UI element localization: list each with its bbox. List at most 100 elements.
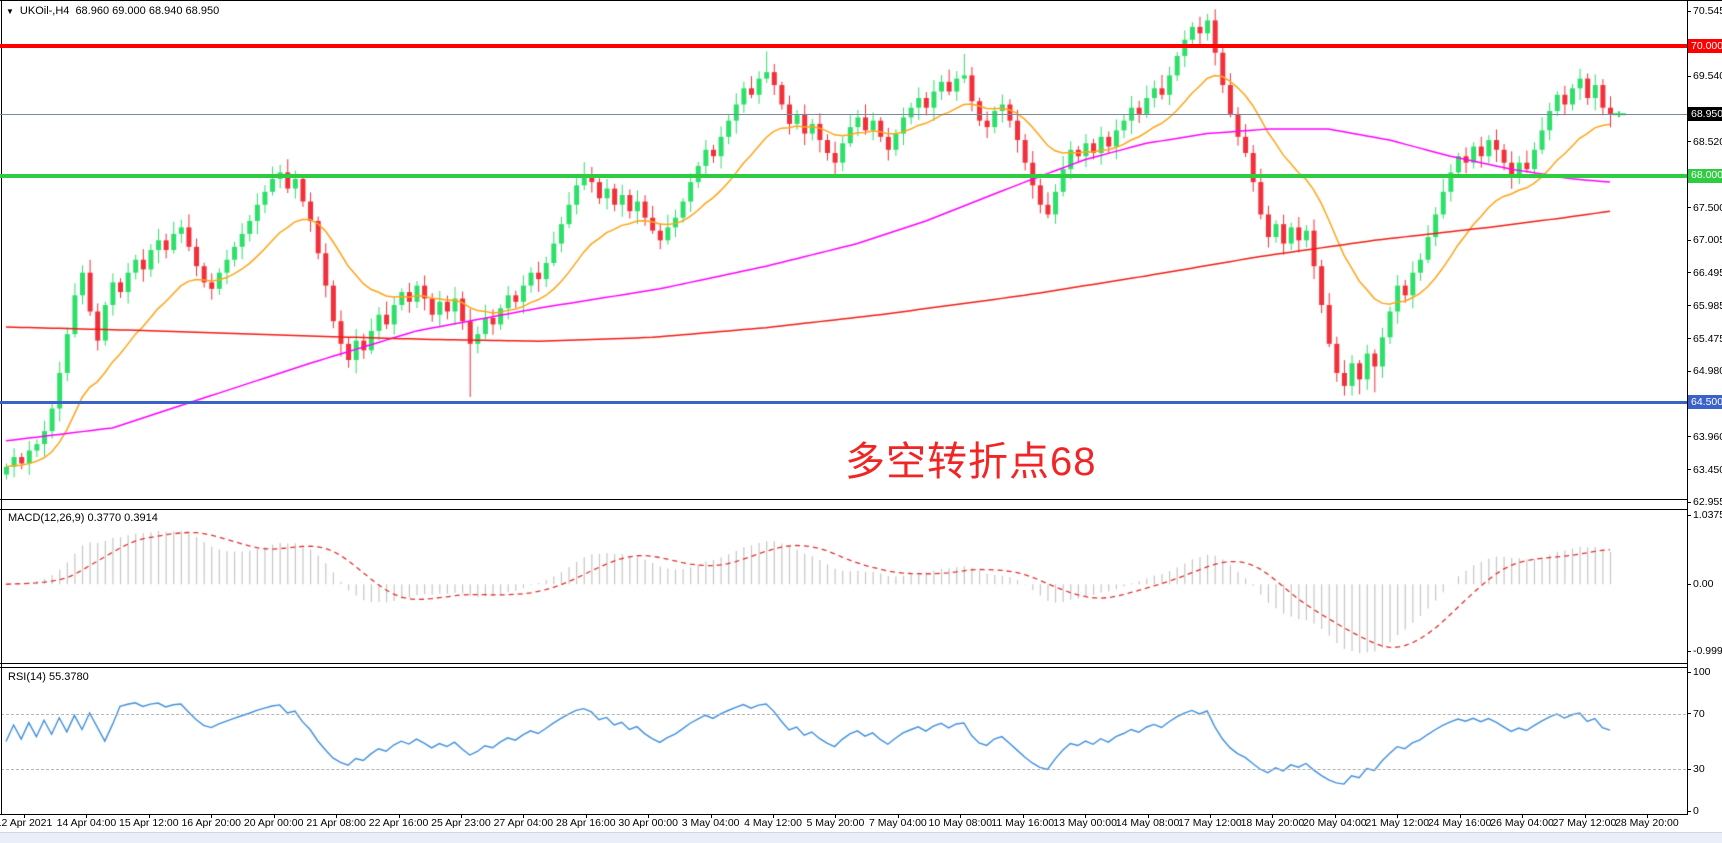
time-axis-tick (461, 814, 462, 818)
time-axis-label: 30 Apr 00:00 (618, 817, 678, 829)
time-axis-tick (1210, 814, 1211, 818)
time-axis-label: 25 Apr 23:00 (431, 817, 491, 829)
time-axis-tick (648, 814, 649, 818)
macd-axis-tick: 0.00 (1687, 578, 1722, 590)
price-badge-64.500: 64.500 (1688, 395, 1722, 410)
time-axis-tick (24, 814, 25, 818)
time-axis-label: 28 Apr 16:00 (555, 817, 616, 829)
price-axis-tick: 65.475 (1687, 333, 1722, 345)
time-axis-label: 5 May 20:00 (806, 817, 865, 829)
time-axis-tick (711, 814, 712, 818)
price-axis-tick: 65.985 (1687, 300, 1722, 312)
time-axis-label: 21 Apr 08:00 (306, 817, 366, 829)
price-axis-tick: 66.495 (1687, 267, 1722, 279)
left-frame-border (1, 1, 2, 815)
annotation-text[interactable]: 多空转折点68 (845, 440, 1097, 484)
resistance-line-70[interactable] (0, 44, 1687, 49)
time-axis-label: 15 Apr 12:00 (119, 817, 179, 829)
chevron-down-icon[interactable]: ▼ (6, 6, 14, 16)
price-axis-tick: 70.545 (1687, 5, 1722, 17)
time-axis-label: 10 May 08:00 (928, 817, 993, 829)
time-axis-tick (1272, 814, 1273, 818)
time-axis-tick (523, 814, 524, 818)
time-axis-label: 16 Apr 20:00 (181, 817, 242, 829)
time-axis-label: 4 May 12:00 (744, 817, 802, 829)
time-axis-tick (960, 814, 961, 818)
time-axis-label: 12 Apr 2021 (0, 817, 53, 829)
price-badge-68.000: 68.000 (1688, 168, 1722, 183)
time-axis-tick (1460, 814, 1461, 818)
rsi-axis-tick: 0 (1687, 805, 1722, 817)
time-axis-tick (86, 814, 87, 818)
symbol-quotes: 68.960 69.000 68.940 68.950 (75, 5, 220, 17)
rsi-axis-tick: 30 (1687, 763, 1722, 775)
time-axis-tick (399, 814, 400, 818)
price-axis-tick: 64.980 (1687, 365, 1722, 377)
time-axis-label: 20 Apr 00:00 (243, 817, 304, 829)
time-axis-label: 28 May 20:00 (1615, 817, 1679, 829)
rsi-axis-tick: 100 (1687, 666, 1722, 678)
price-axis-tick: 67.005 (1687, 234, 1722, 246)
bottom-strip (0, 832, 1722, 843)
current-price-line[interactable] (0, 113, 1687, 115)
time-axis-tick (773, 814, 774, 818)
price-axis-tick: 69.540 (1687, 70, 1722, 82)
symbol-title: UKOil-,H4 (19, 5, 70, 17)
rsi-level-70 (1, 713, 1686, 715)
time-axis-label: 22 Apr 16:00 (368, 817, 429, 829)
time-axis-label: 20 May 04:00 (1302, 817, 1367, 829)
time-axis-label: 27 May 12:00 (1552, 817, 1617, 829)
price-axis-tick: 62.955 (1687, 496, 1722, 508)
time-axis-tick (1397, 814, 1398, 818)
support-line-68[interactable] (0, 173, 1687, 178)
time-axis-label: 3 May 04:00 (681, 817, 740, 829)
time-axis-tick (149, 814, 150, 818)
time-axis-label: 7 May 04:00 (868, 817, 927, 829)
macd-panel-top-border (0, 509, 1687, 510)
symbol-info: ▼ UKOil-,H4 68.960 69.000 68.940 68.950 (6, 5, 219, 17)
time-axis-tick (211, 814, 212, 818)
time-axis-label: 26 May 04:00 (1490, 817, 1554, 829)
time-axis-tick (274, 814, 275, 818)
time-axis-tick (898, 814, 899, 818)
rsi-panel-top-border (0, 667, 1687, 668)
time-axis-label: 14 May 08:00 (1115, 817, 1180, 829)
time-axis-label: 21 May 12:00 (1365, 817, 1430, 829)
time-axis-tick (1023, 814, 1024, 818)
price-axis-tick: 63.450 (1687, 464, 1722, 476)
time-axis-label: 13 May 00:00 (1053, 817, 1117, 829)
time-axis-tick (1522, 814, 1523, 818)
time-axis-label: 27 Apr 04:00 (493, 817, 554, 829)
time-axis-label: 17 May 12:00 (1178, 817, 1242, 829)
time-axis-tick (1085, 814, 1086, 818)
macd-panel-bottom-border (0, 663, 1687, 664)
time-axis-tick (336, 814, 337, 818)
time-axis-tick (586, 814, 587, 818)
time-axis-tick (1647, 814, 1648, 818)
price-axis-tick: 68.520 (1687, 136, 1722, 148)
support-line-64-5[interactable] (0, 400, 1687, 404)
macd-axis-tick: -0.9994 (1687, 645, 1722, 657)
rsi-label: RSI(14) 55.3780 (8, 671, 89, 683)
rsi-panel-bottom-border (0, 814, 1687, 815)
main-panel-bottom-border (0, 499, 1687, 500)
time-axis-label: 18 May 20:00 (1240, 817, 1305, 829)
chart-plot-canvas[interactable] (0, 1, 1687, 815)
time-axis-tick (835, 814, 836, 818)
price-badge-70.000: 70.000 (1688, 39, 1722, 54)
rsi-axis-tick: 70 (1687, 708, 1722, 720)
time-axis-tick (1585, 814, 1586, 818)
macd-label: MACD(12,26,9) 0.3770 0.3914 (8, 512, 158, 524)
macd-axis-tick: 1.0375 (1687, 509, 1722, 521)
time-axis-label: 24 May 16:00 (1427, 817, 1492, 829)
price-axis-tick: 67.500 (1687, 202, 1722, 214)
time-axis-label: 14 Apr 04:00 (56, 817, 117, 829)
time-axis-label: 11 May 16:00 (991, 817, 1055, 829)
rsi-level-30 (1, 769, 1686, 771)
time-axis-tick (1335, 814, 1336, 818)
price-badge-68.950: 68.950 (1688, 107, 1722, 122)
time-axis-tick (1148, 814, 1149, 818)
price-axis-tick: 63.960 (1687, 431, 1722, 443)
price-axis-border (1687, 1, 1688, 815)
